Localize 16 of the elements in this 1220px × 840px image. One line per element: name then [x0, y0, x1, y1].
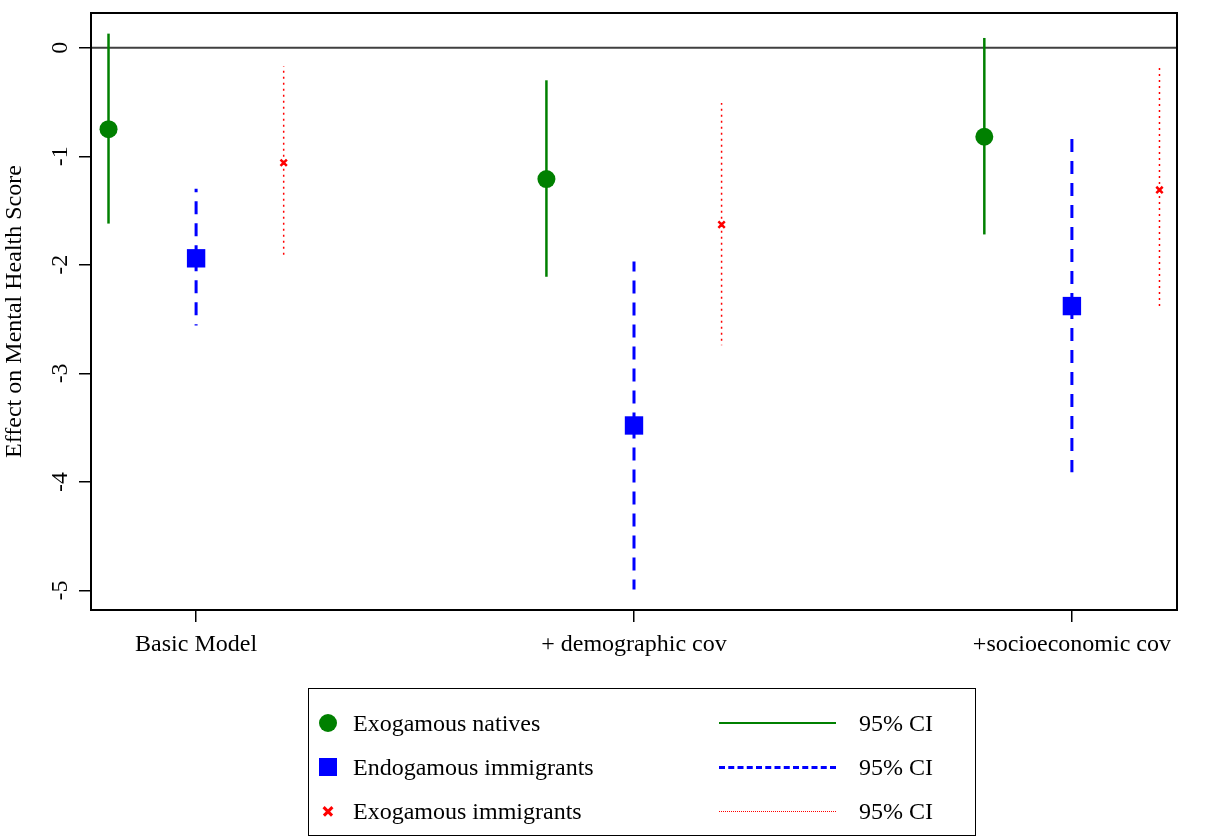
legend-label: Endogamous immigrants [353, 753, 594, 781]
legend-label: Exogamous immigrants [353, 797, 582, 825]
legend-label: 95% CI [859, 753, 933, 781]
x-tick-label: + demographic cov [541, 629, 727, 656]
y-tick-label: -5 [46, 580, 73, 601]
y-tick-label: -3 [46, 363, 73, 384]
legend-label: 95% CI [859, 709, 933, 737]
legend-label: Exogamous natives [353, 709, 541, 737]
y-tick-label: -1 [46, 146, 73, 167]
y-tick-label: -4 [46, 471, 73, 492]
y-tick-label: -2 [46, 254, 73, 275]
legend-label: 95% CI [859, 797, 933, 825]
y-tick-label: 0 [46, 41, 73, 54]
x-tick-label: +socioeconomic cov [972, 629, 1171, 656]
x-tick-label: Basic Model [135, 629, 258, 656]
y-axis-title: Effect on Mental Health Score [0, 165, 26, 458]
